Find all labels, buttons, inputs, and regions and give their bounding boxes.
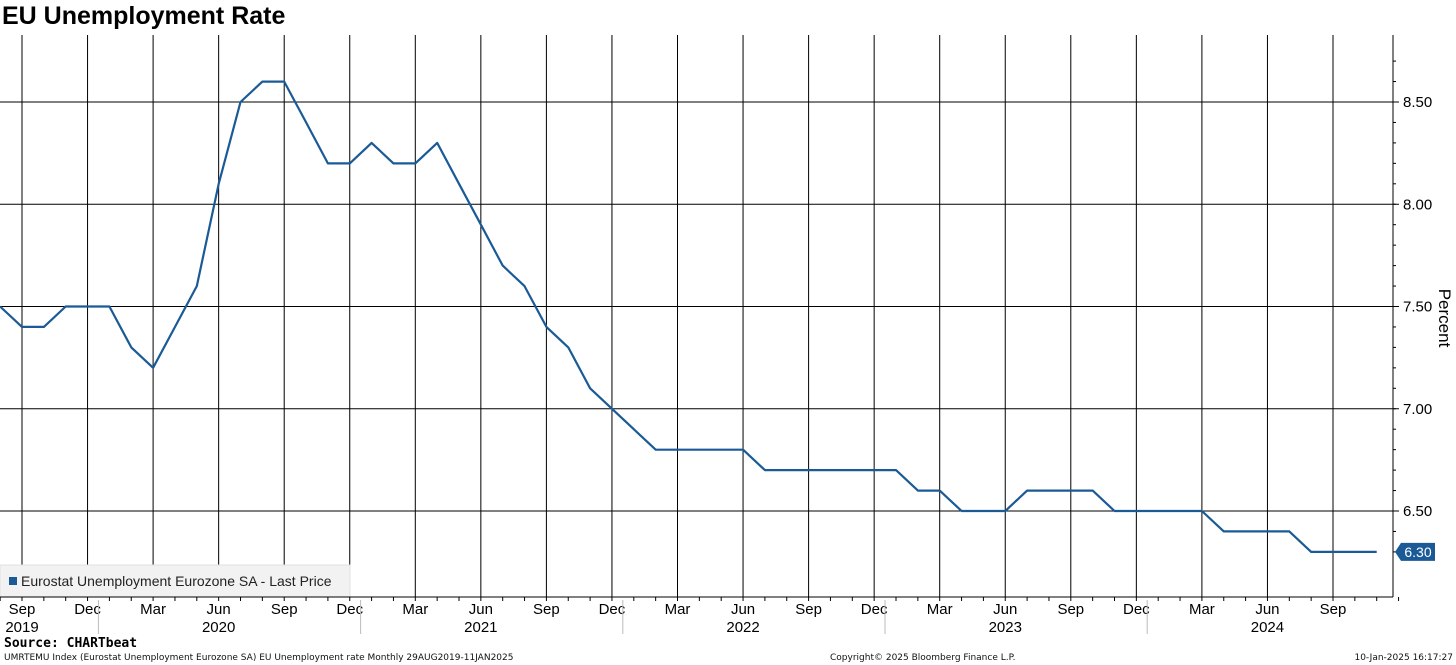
x-tick-label: Sep	[1320, 601, 1347, 618]
x-year-label: 2024	[1251, 619, 1284, 636]
x-year-label: 2020	[202, 619, 235, 636]
x-year-label: 2019	[5, 619, 38, 636]
y-tick-label: 6.50	[1403, 503, 1432, 520]
legend-label: Eurostat Unemployment Eurozone SA - Last…	[21, 573, 332, 589]
x-tick-label: Mar	[1189, 601, 1215, 618]
series-layer	[0, 80, 1377, 554]
x-tick-label: Sep	[1057, 601, 1084, 618]
footer-copyright: Copyright© 2025 Bloomberg Finance L.P.	[830, 653, 1016, 663]
series-line	[0, 80, 1377, 554]
x-tick-label: Jun	[469, 601, 493, 618]
x-tick-label: Mar	[140, 601, 166, 618]
x-tick-label: Jun	[993, 601, 1017, 618]
x-tick-label: Mar	[402, 601, 428, 618]
y-axis-title: Percent	[1435, 289, 1454, 348]
x-tick-label: Sep	[533, 601, 560, 618]
x-tick-label: Mar	[927, 601, 953, 618]
x-tick-label: Dec	[599, 601, 626, 618]
y-tick-label: 7.00	[1403, 401, 1432, 418]
footer-index-description: UMRTEMU Index (Eurostat Unemployment Eur…	[4, 653, 514, 663]
x-year-label: 2022	[726, 619, 759, 636]
x-tick-label: Dec	[336, 601, 363, 618]
axes: Eurostat Unemployment Eurozone SA - Last…	[0, 35, 1454, 636]
gridlines	[0, 35, 1393, 597]
x-tick-label: Sep	[9, 601, 36, 618]
x-tick-label: Dec	[1123, 601, 1150, 618]
legend-box	[0, 564, 351, 598]
x-year-label: 2023	[989, 619, 1022, 636]
last-value-label: 6.30	[1404, 544, 1431, 560]
x-tick-label: Jun	[731, 601, 755, 618]
x-tick-label: Mar	[665, 601, 691, 618]
y-tick-label: 8.00	[1403, 196, 1432, 213]
x-tick-label: Jun	[207, 601, 231, 618]
source-label: Source: CHARTbeat	[4, 636, 138, 651]
x-tick-label: Sep	[271, 601, 298, 618]
legend: Eurostat Unemployment Eurozone SA - Last…	[0, 564, 351, 598]
x-tick-label: Jun	[1255, 601, 1279, 618]
x-tick-label: Dec	[861, 601, 888, 618]
chart-title: EU Unemployment Rate	[2, 2, 286, 30]
footer-timestamp: 10-Jan-2025 16:17:27	[1354, 653, 1453, 663]
y-tick-label: 7.50	[1403, 299, 1432, 316]
legend-swatch	[9, 577, 17, 585]
x-year-label: 2021	[464, 619, 497, 636]
x-tick-label: Sep	[795, 601, 822, 618]
x-tick-label: Dec	[74, 601, 101, 618]
last-value-badge	[1395, 542, 1435, 561]
y-tick-label: 8.50	[1403, 94, 1432, 111]
